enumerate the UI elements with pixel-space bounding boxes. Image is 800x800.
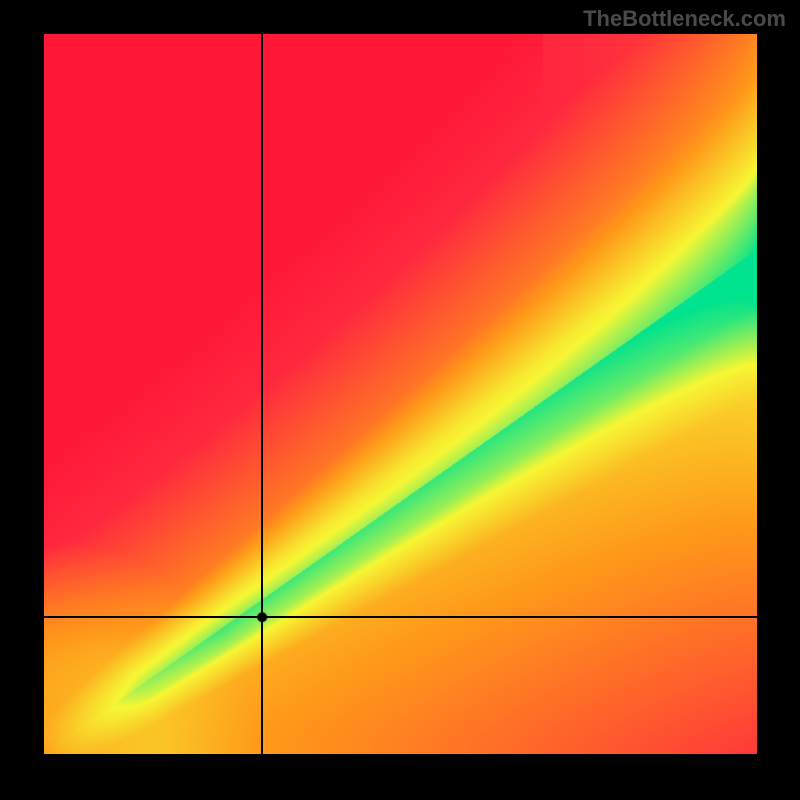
- crosshair-point: [44, 34, 757, 754]
- chart-root: { "watermark": { "text": "TheBottleneck.…: [0, 0, 800, 800]
- heatmap-plot-region: [44, 34, 757, 754]
- watermark-text: TheBottleneck.com: [583, 6, 786, 32]
